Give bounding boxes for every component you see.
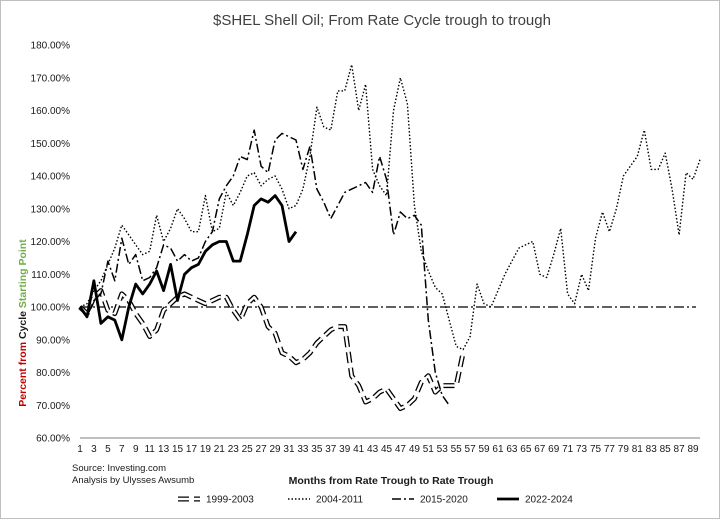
x-tick-label: 49 [409, 444, 421, 455]
x-tick-label: 75 [590, 444, 602, 455]
legend-label: 1999-2003 [206, 495, 254, 506]
x-tick-label: 57 [465, 444, 477, 455]
x-tick-label: 53 [437, 444, 449, 455]
x-tick-label: 59 [478, 444, 490, 455]
x-tick-label: 63 [506, 444, 518, 455]
legend-item: 1999-2003 [178, 495, 254, 506]
legend-item: 2022-2024 [497, 495, 573, 506]
y-tick-label: 100.00% [31, 303, 71, 314]
series-2004-2011-line [79, 64, 701, 351]
y-tick-label: 110.00% [31, 270, 70, 281]
legend-label: 2004-2011 [316, 495, 364, 506]
x-tick-label: 85 [660, 444, 672, 455]
x-tick-label: 87 [674, 444, 686, 455]
x-tick-label: 41 [353, 444, 365, 455]
x-tick-label: 61 [492, 444, 504, 455]
x-tick-label: 67 [534, 444, 546, 455]
y-tick-label: 80.00% [36, 368, 70, 379]
series-2015-2020-line [79, 129, 450, 406]
x-tick-label: 65 [520, 444, 532, 455]
x-tick-label: 23 [228, 444, 240, 455]
y-tick-label: 60.00% [36, 434, 70, 445]
x-tick-label: 81 [632, 444, 644, 455]
x-tick-label: 45 [381, 444, 393, 455]
y-tick-label: 140.00% [31, 172, 71, 183]
x-tick-label: 15 [172, 444, 184, 455]
y-tick-label: 180.00% [31, 41, 71, 52]
x-tick-label: 21 [214, 444, 226, 455]
x-axis-label: Months from Rate Trough to Rate Trough [289, 475, 494, 487]
y-tick-label: 130.00% [31, 204, 71, 215]
y-tick-label: 160.00% [31, 106, 71, 117]
x-tick-label: 37 [325, 444, 337, 455]
legend-item: 2015-2020 [392, 495, 468, 506]
series-1999-2003-line [78, 288, 466, 411]
x-tick-label: 3 [91, 444, 97, 455]
series-layer [78, 64, 701, 411]
analysis-note: Analysis by Ulysses Awsumb [72, 475, 194, 486]
x-tick-label: 11 [144, 444, 155, 455]
x-tick-label: 73 [576, 444, 588, 455]
y-tick-label: 70.00% [36, 401, 70, 412]
legend: 1999-2003 2004-2011 2015-2020 2022-2024 [178, 495, 573, 506]
x-tick-label: 7 [119, 444, 125, 455]
series-2022-2024-line [78, 194, 298, 342]
x-tick-label: 25 [242, 444, 254, 455]
y-tick-label: 150.00% [31, 139, 71, 150]
x-tick-label: 5 [105, 444, 111, 455]
source-note: Source: Investing.com [72, 463, 166, 474]
y-axis-label: Percent from Cycle Starting Point [17, 239, 29, 407]
legend-label: 2022-2024 [525, 495, 573, 506]
y-axis-label-part: Starting Point [17, 239, 29, 308]
y-axis-label-part: Percent from [17, 339, 29, 407]
y-tick-label: 120.00% [31, 237, 71, 248]
x-tick-label: 35 [311, 444, 323, 455]
series-1999-2003-line-inner [79, 289, 465, 410]
x-tick-label: 83 [646, 444, 658, 455]
x-tick-label: 17 [186, 444, 198, 455]
x-tick-label: 69 [548, 444, 560, 455]
axes: 60.00%70.00%80.00%90.00%100.00%110.00%12… [31, 41, 700, 455]
x-tick-label: 29 [269, 444, 281, 455]
x-tick-label: 79 [618, 444, 630, 455]
y-tick-label: 90.00% [36, 335, 70, 346]
x-tick-label: 77 [604, 444, 616, 455]
y-axis-label-part: Cycle [17, 308, 29, 339]
y-tick-label: 170.00% [31, 73, 71, 84]
legend-item: 2004-2011 [288, 495, 364, 506]
x-tick-label: 1 [77, 444, 83, 455]
legend-label: 2015-2020 [420, 495, 468, 506]
x-tick-label: 47 [395, 444, 407, 455]
x-tick-label: 71 [562, 444, 574, 455]
x-tick-label: 39 [339, 444, 351, 455]
x-tick-label: 33 [297, 444, 309, 455]
x-tick-label: 13 [158, 444, 170, 455]
x-tick-label: 19 [200, 444, 212, 455]
x-tick-label: 43 [367, 444, 379, 455]
x-tick-label: 51 [423, 444, 435, 455]
x-tick-label: 27 [256, 444, 268, 455]
x-tick-label: 9 [133, 444, 139, 455]
chart-title: $SHEL Shell Oil; From Rate Cycle trough … [213, 12, 551, 29]
x-tick-label: 31 [283, 444, 295, 455]
x-tick-label: 55 [451, 444, 463, 455]
x-tick-label: 89 [687, 444, 699, 455]
